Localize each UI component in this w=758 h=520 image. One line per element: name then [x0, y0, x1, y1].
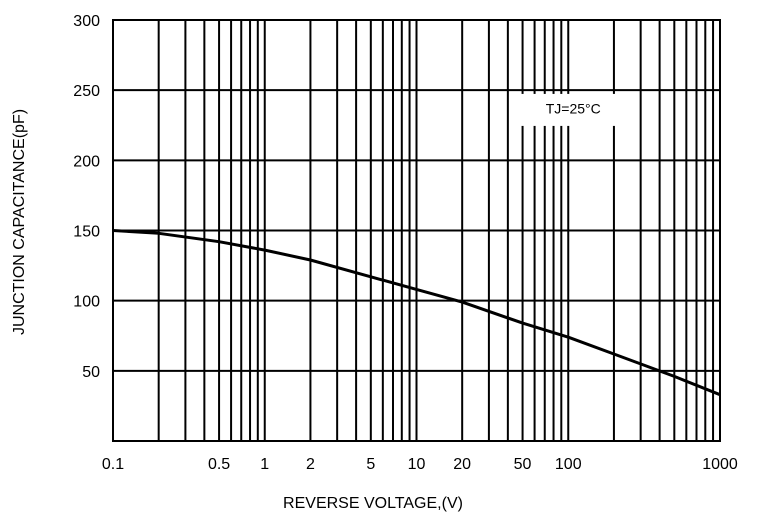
x-tick-label: 50: [514, 456, 532, 473]
x-tick-labels: 0.1 0.5 1 2 5 10 20 50 100 1000: [102, 456, 738, 473]
annotation-box: [514, 93, 633, 126]
plot-area: [112, 229, 721, 397]
x-tick-label: 20: [453, 456, 471, 473]
y-tick-label: 150: [73, 224, 100, 241]
y-tick-label: 100: [73, 294, 100, 311]
x-tick-label: 1000: [702, 456, 738, 473]
y-tick-label: 300: [73, 13, 100, 30]
x-tick-label: 0.5: [208, 456, 230, 473]
plot-frame: [112, 19, 721, 442]
x-tick-label: 0.1: [102, 456, 124, 473]
y-axis-title: JUNCTION CAPACITANCE(pF): [11, 109, 28, 335]
x-tick-label: 1: [260, 456, 269, 473]
grid: [113, 19, 720, 441]
y-tick-label: 200: [73, 153, 100, 170]
x-tick-label: 100: [555, 456, 582, 473]
annotation-text: TJ=25°C: [546, 101, 601, 117]
y-tick-labels: 50 100 150 200 250 300: [73, 13, 100, 381]
x-tick-label: 2: [306, 456, 315, 473]
capacitance-curve: [112, 229, 721, 397]
annotation: TJ=25°C: [514, 93, 633, 126]
x-tick-label: 5: [366, 456, 375, 473]
y-tick-label: 250: [73, 83, 100, 100]
y-tick-label: 50: [82, 364, 100, 381]
x-tick-label: 10: [408, 456, 426, 473]
x-axis-title: REVERSE VOLTAGE,(V): [283, 495, 463, 512]
